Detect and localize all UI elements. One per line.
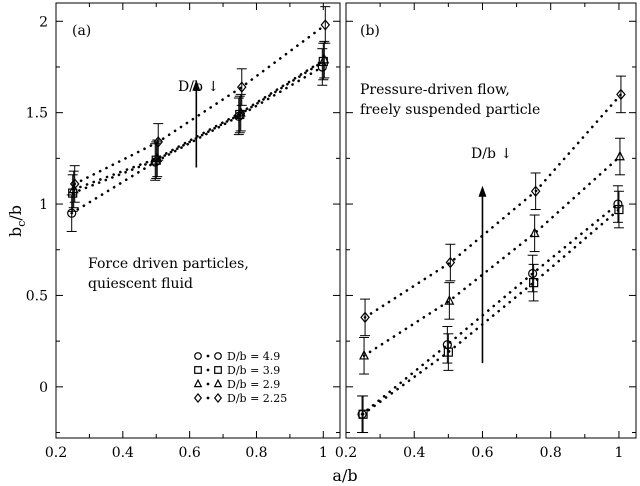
panel-a-x-tick-label: 1 — [319, 445, 328, 461]
panel-a-series-line — [70, 65, 324, 215]
legend-dot — [206, 368, 210, 372]
panel-b-data-point — [614, 204, 624, 215]
panel-a-x-tick-label: 0.4 — [112, 445, 134, 461]
legend-entry-label: D/b = 4.9 — [227, 350, 280, 363]
panel-a-annotation-line-2: quiescent fluid — [88, 276, 193, 292]
panel-b-data-point — [613, 199, 623, 209]
y-tick-label: 2 — [39, 14, 48, 30]
panel-a-x-tick-label: 0.8 — [245, 445, 267, 461]
panel-a-x-tick-label: 0.2 — [45, 445, 67, 461]
panel-a-data-point — [320, 19, 331, 31]
panel-b-data-point — [359, 349, 370, 360]
panel-a-arrow-head — [192, 79, 201, 91]
panel-b-x-tick-label: 0.8 — [540, 445, 562, 461]
panel-a-frame — [55, 2, 341, 439]
legend-marker — [214, 366, 222, 374]
panel-b-data-point — [528, 268, 538, 279]
panel-b-data-point — [529, 227, 540, 238]
panel-b-x-tick-label: 0.2 — [335, 445, 357, 461]
legend-marker — [213, 378, 223, 388]
panel-a-data-point — [68, 183, 79, 194]
y-axis-title: bc/b — [6, 205, 28, 237]
panel-b-x-tick-label: 1 — [614, 445, 623, 461]
panel-b-frame — [345, 2, 637, 439]
y-tick-label: 1.5 — [26, 106, 48, 122]
panel-b-label: (b) — [360, 23, 380, 39]
panel-b-arrow-label: D/b ↓ — [471, 146, 512, 162]
y-tick-label: 1 — [39, 197, 48, 213]
panel-a-x-tick-label: 0.6 — [179, 445, 201, 461]
panel-a-arrow-label: D/b ↓ — [178, 79, 219, 95]
legend-dot — [206, 382, 210, 386]
y-axis-title-sub: c — [15, 221, 28, 227]
legend-entry-label: D/b = 3.9 — [227, 364, 280, 377]
panel-b-series-line — [360, 202, 620, 416]
panel-b-annotation-line-1: Pressure-driven flow, — [360, 82, 510, 98]
panel-b: 0.2 0.4 0.6 0.8 1 — [335, 3, 636, 461]
panel-a: 0.2 0.4 0.6 0.8 1 0 0.5 1 1.5 2 — [26, 3, 340, 461]
panel-a-data-point — [319, 53, 330, 64]
panel-b-data-point — [444, 295, 455, 305]
panel-b-data-point — [443, 347, 453, 357]
panel-b-data-point — [445, 256, 456, 269]
panel-b-data-point — [614, 150, 625, 161]
panel-a-series-line — [72, 58, 326, 191]
panel-b-series-line — [362, 155, 622, 358]
panel-a-annotation-line-1: Force driven particles, — [88, 256, 249, 272]
y-tick-label: 0.5 — [26, 288, 48, 304]
panel-b-data-point — [529, 278, 539, 288]
legend-marker — [193, 378, 203, 388]
y-tick-label: 0 — [39, 380, 48, 396]
legend-marker — [214, 352, 222, 360]
panel-a-data-point — [153, 136, 164, 148]
panel-b-series-line — [363, 93, 623, 319]
x-axis-title: a/b — [332, 466, 357, 485]
panel-b-x-tick-label: 0.4 — [403, 445, 425, 461]
y-axis-title-tail: /b — [6, 205, 25, 221]
panel-a-series-line — [71, 60, 325, 195]
panel-b-data-point — [442, 340, 452, 350]
legend-dot — [206, 396, 210, 400]
y-axis-title-main: b — [6, 227, 25, 237]
panel-a-data-point — [69, 178, 80, 190]
panel-b-x-tick-label: 0.6 — [471, 445, 493, 461]
panel-b-data-point — [360, 311, 370, 324]
panel-a-data-point — [152, 152, 163, 163]
legend-dot — [206, 354, 210, 358]
panel-b-data-point — [616, 88, 626, 101]
legend-marker — [213, 392, 223, 404]
panel-a-series-line — [73, 23, 327, 186]
legend-marker — [194, 352, 202, 360]
panel-a-data-point — [67, 208, 77, 218]
panel-a-data-point — [235, 106, 246, 117]
panel-b-arrow-head — [478, 185, 487, 197]
legend-marker — [193, 392, 203, 404]
legend-marker — [194, 366, 202, 374]
panel-a-data-point — [236, 81, 247, 93]
panel-a-label: (a) — [72, 23, 91, 39]
panel-b-data-point — [358, 409, 368, 419]
panel-b-data-point — [530, 185, 541, 197]
legend-entry-label: D/b = 2.9 — [227, 378, 280, 391]
legend-entry-label: D/b = 2.25 — [227, 392, 287, 405]
panel-b-annotation-line-2: freely suspended particle — [360, 102, 540, 118]
legend: D/b = 4.9 D/b = 3.9 D/b = 2.9 D/b = 2.25 — [193, 350, 287, 405]
